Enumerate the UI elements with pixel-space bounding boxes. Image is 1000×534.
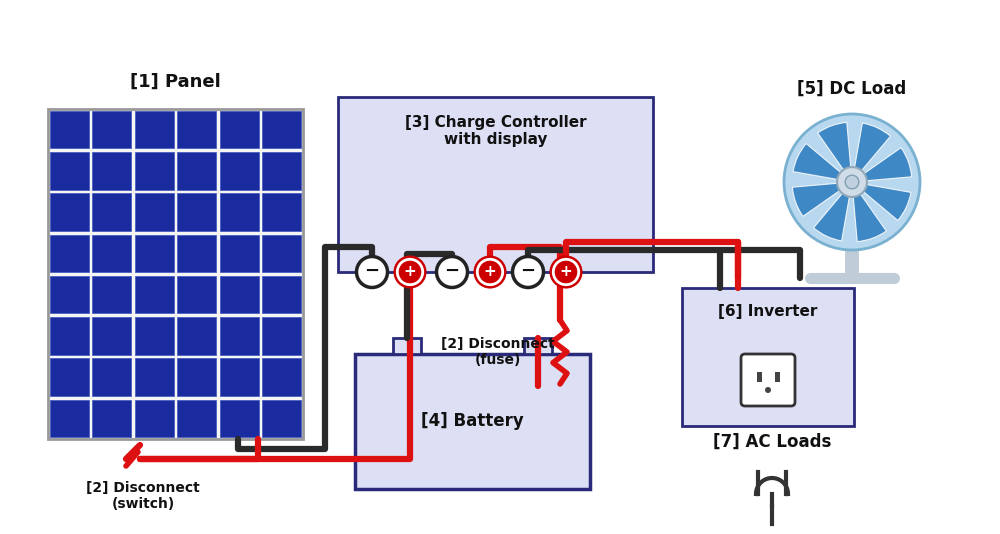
Circle shape [837, 167, 867, 197]
Bar [262, 152, 301, 190]
Bar [177, 152, 216, 190]
Wedge shape [818, 122, 852, 182]
Bar [92, 234, 131, 272]
Text: [4] Battery: [4] Battery [421, 412, 524, 430]
Bar [135, 193, 174, 231]
Wedge shape [852, 182, 886, 241]
Circle shape [356, 256, 388, 287]
Bar [220, 193, 259, 231]
Circle shape [477, 260, 503, 285]
Bar [177, 276, 216, 313]
Bar [177, 358, 216, 396]
Bar [135, 399, 174, 437]
Bar [220, 399, 259, 437]
Bar [355, 354, 590, 489]
Bar [50, 276, 89, 313]
Text: [5] DC Load: [5] DC Load [797, 80, 907, 98]
Bar [92, 111, 131, 148]
Circle shape [395, 256, 426, 287]
Circle shape [397, 260, 423, 285]
Text: +: + [404, 264, 416, 279]
Bar [262, 111, 301, 148]
Bar [135, 358, 174, 396]
Bar [92, 358, 131, 396]
Text: [3] Charge Controller
with display: [3] Charge Controller with display [405, 115, 586, 147]
Bar [50, 152, 89, 190]
Circle shape [512, 256, 544, 287]
Bar [92, 317, 131, 355]
Text: −: − [444, 262, 460, 280]
Bar [177, 317, 216, 355]
Circle shape [784, 114, 920, 250]
Bar [220, 276, 259, 313]
Bar [50, 193, 89, 231]
Circle shape [553, 260, 579, 285]
Bar [682, 288, 854, 426]
Bar [220, 111, 259, 148]
Text: [1] Panel: [1] Panel [130, 73, 221, 91]
Circle shape [765, 387, 771, 393]
Bar [92, 276, 131, 313]
Bar [262, 358, 301, 396]
Text: −: − [364, 262, 380, 280]
Bar [50, 234, 89, 272]
Bar [177, 399, 216, 437]
Bar [262, 399, 301, 437]
Bar [220, 234, 259, 272]
Text: [7] AC Loads: [7] AC Loads [713, 433, 831, 451]
Bar [220, 317, 259, 355]
Bar [135, 317, 174, 355]
Bar [262, 234, 301, 272]
Text: [6] Inverter: [6] Inverter [718, 304, 818, 319]
Bar [177, 111, 216, 148]
Bar [757, 372, 762, 382]
Wedge shape [852, 123, 890, 182]
Bar [524, 338, 552, 354]
Bar [135, 276, 174, 313]
Circle shape [474, 256, 506, 287]
Bar [50, 358, 89, 396]
Circle shape [436, 256, 468, 287]
Bar [262, 276, 301, 313]
Bar [177, 193, 216, 231]
Bar [48, 109, 303, 439]
Bar [92, 399, 131, 437]
Text: +: + [484, 264, 496, 279]
Bar [50, 317, 89, 355]
Bar [220, 152, 259, 190]
Bar [262, 317, 301, 355]
Wedge shape [852, 182, 911, 221]
Bar [92, 193, 131, 231]
Bar [393, 338, 421, 354]
Bar [220, 358, 259, 396]
Bar [92, 152, 131, 190]
Bar [135, 152, 174, 190]
Bar [135, 234, 174, 272]
Text: [2] Disconnect
(fuse): [2] Disconnect (fuse) [441, 337, 555, 367]
Bar [338, 97, 653, 272]
Wedge shape [792, 182, 852, 216]
FancyBboxPatch shape [741, 354, 795, 406]
Bar [135, 111, 174, 148]
Circle shape [550, 256, 582, 287]
Wedge shape [793, 144, 852, 182]
Circle shape [845, 175, 859, 189]
Bar [774, 372, 780, 382]
Bar [262, 193, 301, 231]
Bar [50, 399, 89, 437]
Text: +: + [560, 264, 572, 279]
Text: [2] Disconnect
(switch): [2] Disconnect (switch) [86, 481, 200, 511]
Wedge shape [814, 182, 852, 241]
Wedge shape [852, 148, 912, 182]
Bar [50, 111, 89, 148]
Bar [177, 234, 216, 272]
Text: −: − [520, 262, 536, 280]
